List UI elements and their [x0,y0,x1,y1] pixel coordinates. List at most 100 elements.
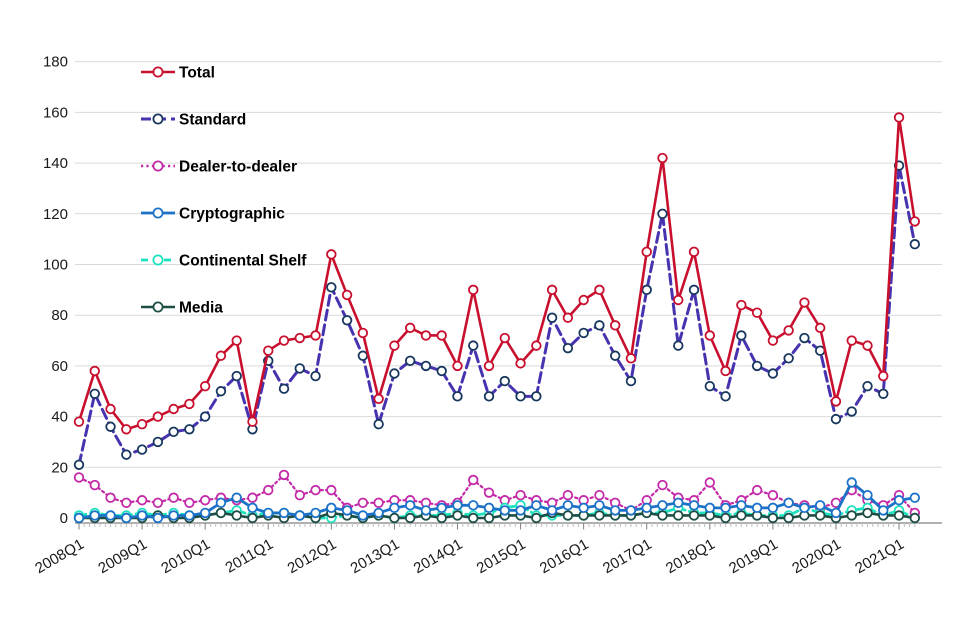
data-point-cryptographic [404,500,416,511]
data-point-total [73,416,85,427]
data-point-standard [341,315,353,326]
legend-swatch-marker-media [152,301,164,313]
data-point-total [704,330,716,341]
data-point-total [231,335,242,346]
data-point-standard [483,391,495,402]
data-point-dealer-to-dealer [767,489,779,501]
data-point-total [736,299,747,311]
data-point-total [878,370,889,382]
data-point-total [389,340,400,351]
data-point-dealer-to-dealer [294,489,305,501]
data-point-total [830,396,842,407]
data-point-cryptographic [357,510,369,521]
y-tick-label: 180 [43,54,68,71]
gridlines [75,61,942,468]
x-tick-label: 2008Q1 [32,536,87,577]
x-tick-label: 2013Q1 [348,536,403,577]
data-point-total [609,320,621,331]
data-point-dealer-to-dealer [594,489,605,501]
data-point-cryptographic [373,507,384,519]
data-point-standard [121,449,132,460]
data-point-dealer-to-dealer [184,497,195,508]
data-point-standard [720,391,731,402]
x-axis-labels: 2008Q1 2009Q1 2010Q1 2011Q1 2012Q1 2013Q1 2014… [32,536,907,577]
data-point-standard [89,388,100,399]
data-point-total [136,419,148,430]
data-point-cryptographic [704,502,716,514]
data-point-dealer-to-dealer [357,497,369,508]
data-point-dealer-to-dealer [751,484,763,496]
data-point-standard [357,350,369,361]
x-tick-label: 2010Q1 [158,536,213,577]
data-point-standard [310,370,321,382]
data-point-standard [862,380,873,392]
series-total [73,112,921,435]
data-point-cryptographic [215,497,227,508]
data-point-total [404,322,416,334]
data-point-standard [909,239,921,250]
data-point-cryptographic [531,500,542,511]
data-point-media [909,512,921,524]
x-tick-label: 2020Q1 [789,536,844,577]
data-point-standard [184,424,195,435]
data-point-total [531,340,542,351]
x-tick-label: 2018Q1 [663,536,718,577]
data-point-total [515,358,526,369]
data-point-dealer-to-dealer [247,492,258,503]
x-tick-label: 2019Q1 [726,536,781,577]
data-point-cryptographic [121,512,132,524]
data-point-dealer-to-dealer [168,492,179,503]
y-tick-label: 20 [51,459,68,476]
data-point-total [578,294,589,306]
data-point-standard [278,383,290,394]
data-point-total [846,335,857,346]
data-point-total [341,289,353,301]
data-point-cryptographic [767,502,779,514]
data-point-cryptographic [310,507,321,519]
data-point-cryptographic [89,510,100,521]
data-point-total [452,360,463,372]
data-point-standard [846,406,857,417]
data-point-standard [215,386,227,397]
data-point-standard [751,360,763,372]
data-point-cryptographic [278,507,290,519]
y-tick-label: 40 [51,409,68,426]
data-point-standard [546,312,558,323]
data-point-total [641,246,652,258]
data-point-standard [199,411,211,422]
legend-label-continental-shelf: Continental Shelf [179,253,307,270]
data-point-cryptographic [184,510,195,521]
data-point-total [799,297,810,308]
data-point-total [862,340,873,351]
data-point-total [247,416,258,427]
data-point-standard [767,368,779,379]
data-point-standard [105,421,116,432]
data-point-cryptographic [641,502,652,514]
data-point-standard [326,282,337,293]
data-point-total [657,152,668,164]
data-point-total [546,284,558,296]
data-point-dealer-to-dealer [326,484,337,496]
y-tick-label: 120 [43,206,68,223]
data-point-cryptographic [862,489,873,501]
data-point-total [310,330,321,341]
y-tick-label: 160 [43,104,68,121]
legend: Total Standard Dealer-to-dealer Cryptograph… [141,65,307,317]
data-point-cryptographic [751,502,763,514]
data-point-standard [152,436,164,448]
data-point-total [673,294,684,306]
legend-item-standard: Standard [141,112,246,129]
data-point-cryptographic [736,500,747,511]
data-point-standard [468,340,479,351]
data-point-cryptographic [294,510,305,521]
data-point-media [736,510,747,521]
data-point-dealer-to-dealer [199,495,211,506]
data-point-dealer-to-dealer [105,492,116,503]
data-point-total [468,284,479,296]
data-point-total [184,398,195,410]
legend-swatch-marker-cryptographic [152,207,164,219]
data-point-cryptographic [452,500,463,511]
data-point-standard [404,355,416,367]
